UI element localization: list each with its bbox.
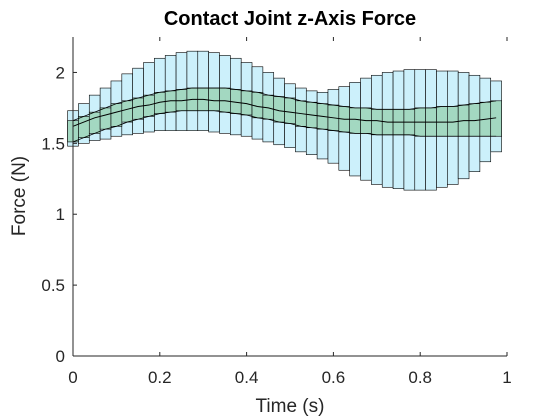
y-tick-label: 0 <box>56 347 65 366</box>
x-axis-label: Time (s) <box>256 396 325 417</box>
chart-title: Contact Joint z-Axis Force <box>164 8 416 30</box>
x-tick-label: 0.8 <box>408 368 432 387</box>
y-tick-label: 0.5 <box>41 276 65 295</box>
inner-band-bar <box>121 100 133 123</box>
inner-band-bar <box>110 103 123 127</box>
y-axis-ticks: 0 0.5 1 1.5 2 <box>41 63 77 366</box>
inner-band-bar <box>88 111 101 134</box>
inner-band-upper-edge <box>72 87 497 122</box>
y-tick-label: 1 <box>56 205 65 224</box>
inner-band-bar <box>99 107 112 130</box>
y-tick-label: 1.5 <box>41 134 65 153</box>
x-tick-label: 1 <box>502 368 511 387</box>
y-axis-label: Force (N) <box>9 156 30 236</box>
y-tick-label: 2 <box>56 63 65 82</box>
band-edge-lines <box>72 87 497 143</box>
inner-band-bar <box>78 116 90 138</box>
x-tick-label: 0.4 <box>235 368 259 387</box>
inner-band-bar <box>208 87 220 112</box>
inner-band-bar <box>132 97 144 120</box>
inner-band-bar <box>349 107 361 134</box>
mean-line <box>72 98 497 127</box>
x-axis-ticks: 0 0.2 0.4 0.6 0.8 1 <box>68 37 512 387</box>
inner-band-bar <box>219 87 231 113</box>
x-tick-label: 0 <box>68 368 77 387</box>
x-tick-label: 0.6 <box>322 368 346 387</box>
inner-band-bar <box>436 106 448 137</box>
inner-band-bar <box>284 97 296 124</box>
x-tick-label: 0.2 <box>148 368 172 387</box>
inner-band-lower-edge <box>72 110 497 143</box>
inner-band-bar <box>371 109 383 136</box>
